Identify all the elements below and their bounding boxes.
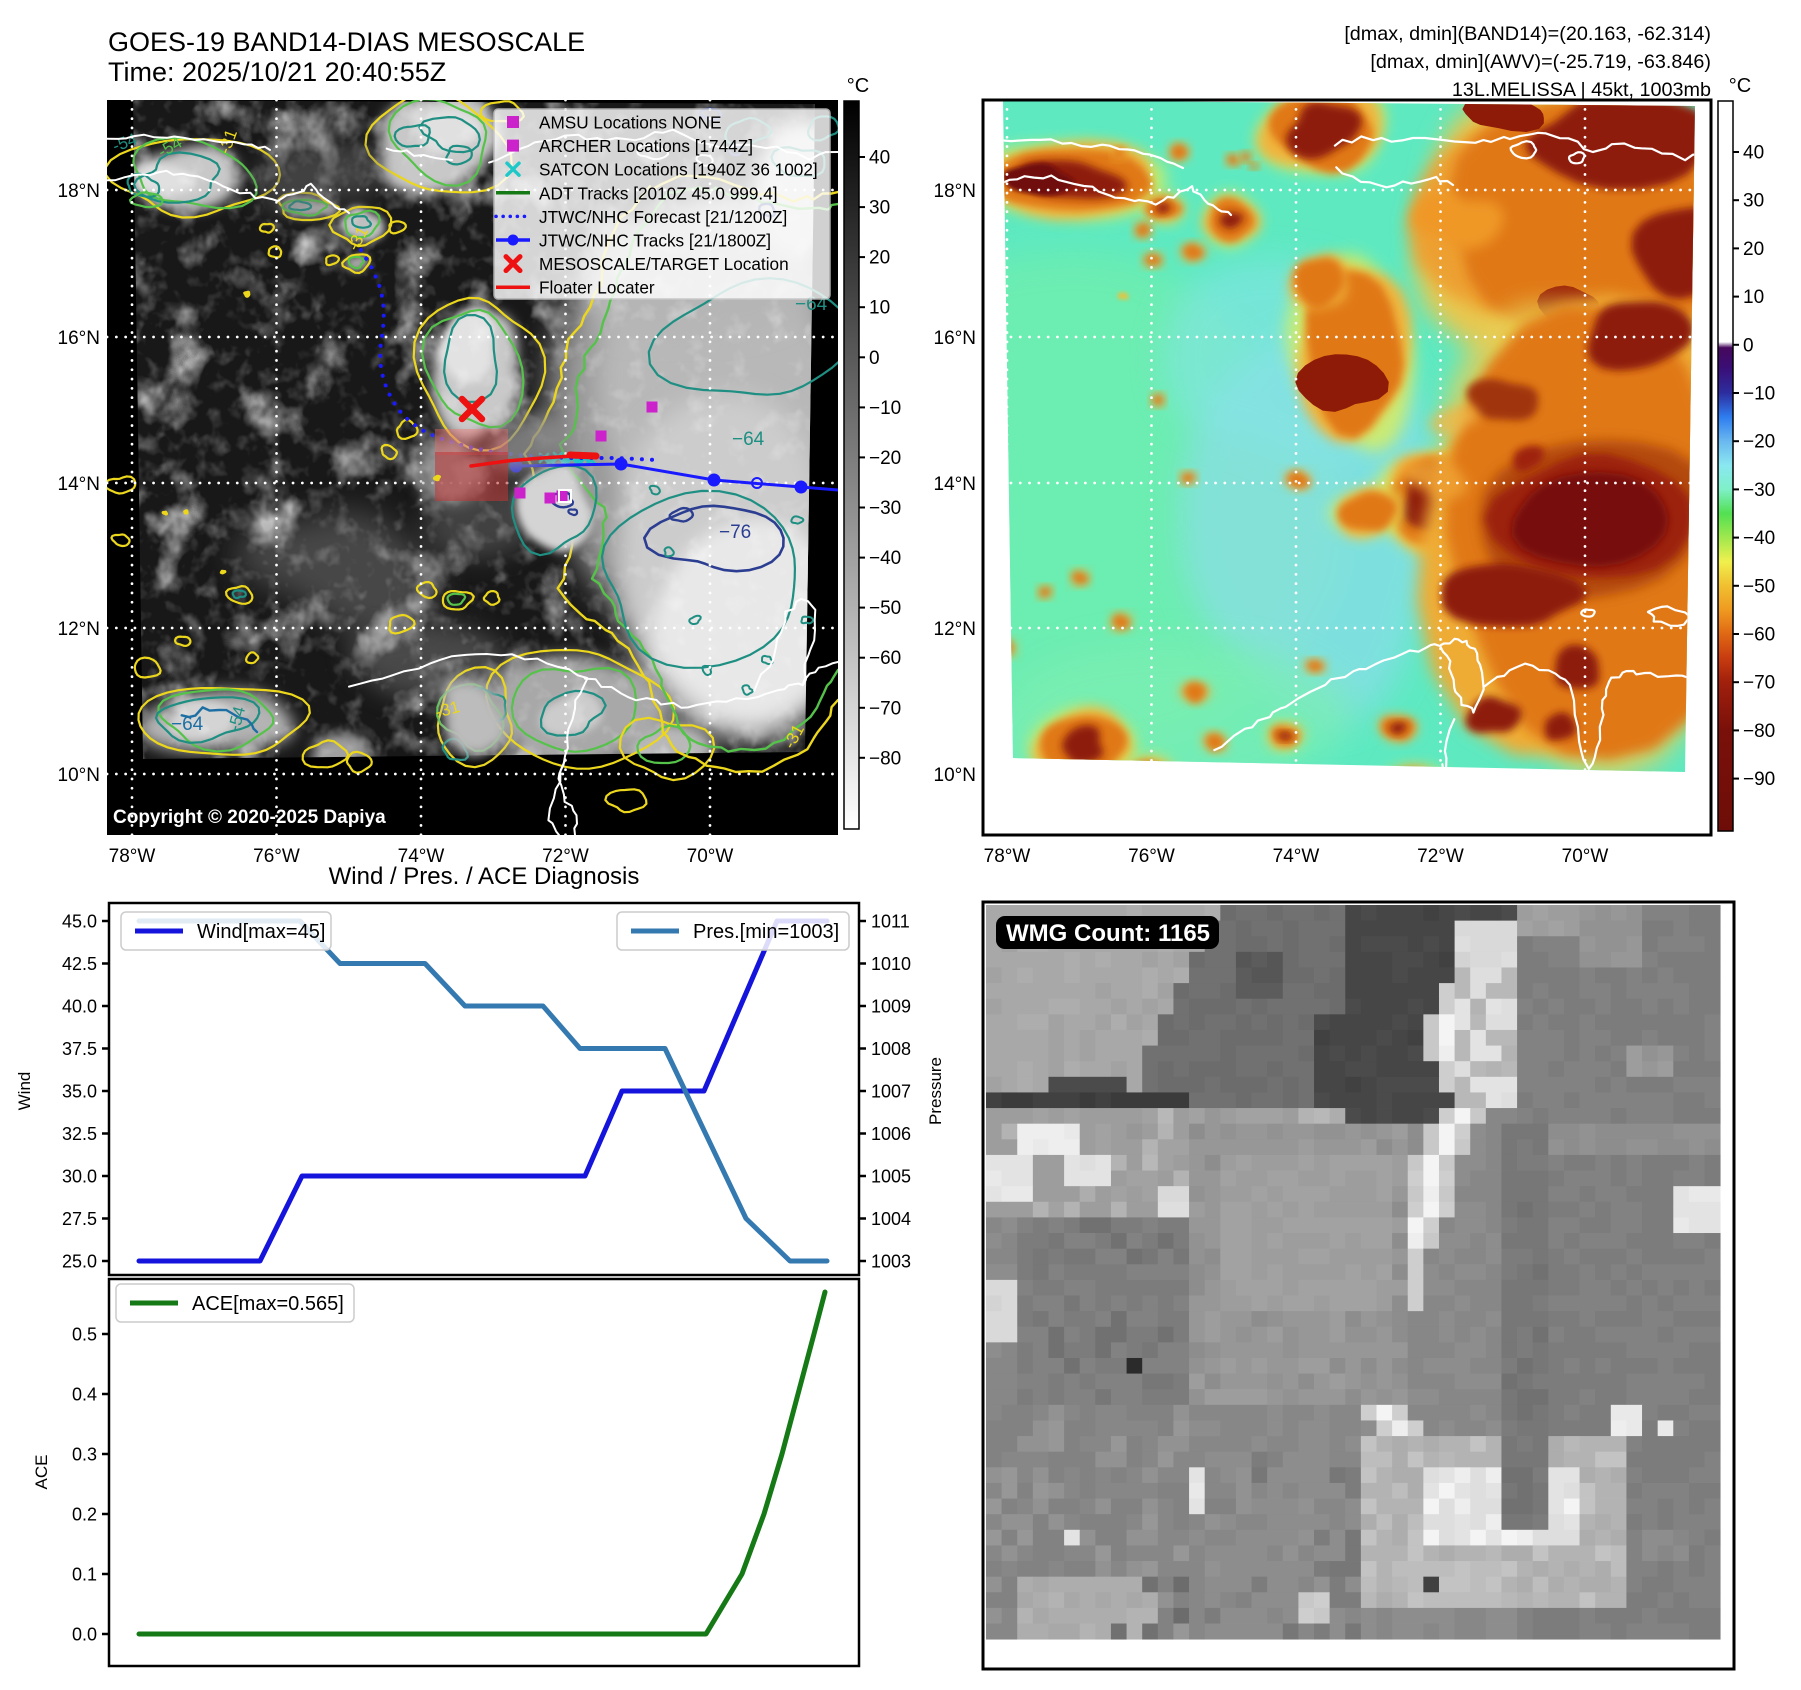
svg-text:10°N: 10°N	[934, 765, 976, 786]
svg-text:−80: −80	[869, 748, 901, 769]
svg-text:40.0: 40.0	[62, 997, 97, 1017]
svg-text:78°W: 78°W	[984, 846, 1031, 867]
svg-text:0: 0	[869, 348, 880, 369]
svg-text:−20: −20	[869, 448, 901, 469]
svg-text:ADT Tracks [2010Z 45.0 999.4]: ADT Tracks [2010Z 45.0 999.4]	[539, 183, 778, 203]
svg-text:1009: 1009	[871, 997, 911, 1017]
svg-text:1008: 1008	[871, 1039, 911, 1059]
svg-text:1007: 1007	[871, 1082, 911, 1102]
svg-text:32.5: 32.5	[62, 1124, 97, 1144]
svg-text:SATCON Locations [1940Z 36 100: SATCON Locations [1940Z 36 1002]	[539, 160, 818, 180]
svg-text:−76: −76	[719, 522, 751, 543]
svg-text:45.0: 45.0	[62, 912, 97, 932]
svg-text:−40: −40	[869, 548, 901, 569]
svg-text:0.2: 0.2	[72, 1505, 97, 1525]
svg-text:0.0: 0.0	[72, 1625, 97, 1645]
svg-text:−60: −60	[1743, 625, 1775, 646]
svg-text:−90: −90	[1743, 769, 1775, 790]
svg-text:18°N: 18°N	[934, 181, 976, 202]
svg-text:−64: −64	[171, 714, 204, 735]
svg-text:40: 40	[1743, 143, 1764, 164]
svg-text:WMG Count: 1165: WMG Count: 1165	[1006, 920, 1210, 947]
svg-text:°C: °C	[847, 75, 869, 97]
svg-text:40: 40	[869, 148, 890, 169]
svg-text:76°W: 76°W	[253, 846, 300, 867]
svg-text:JTWC/NHC Tracks [21/1800Z]: JTWC/NHC Tracks [21/1800Z]	[539, 231, 771, 251]
svg-text:°C: °C	[1729, 75, 1751, 97]
svg-text:20: 20	[1743, 239, 1764, 260]
svg-text:−80: −80	[1743, 721, 1775, 742]
svg-text:GOES-19 BAND14-DIAS MESOSCALE: GOES-19 BAND14-DIAS MESOSCALE	[108, 27, 585, 57]
svg-text:AMSU Locations NONE: AMSU Locations NONE	[539, 113, 721, 133]
svg-text:1005: 1005	[871, 1167, 911, 1187]
svg-text:ACE: ACE	[32, 1455, 51, 1490]
svg-text:ARCHER Locations [1744Z]: ARCHER Locations [1744Z]	[539, 136, 753, 156]
svg-text:0: 0	[1743, 335, 1754, 356]
svg-text:ACE[max=0.565]: ACE[max=0.565]	[192, 1293, 344, 1315]
svg-text:74°W: 74°W	[398, 846, 445, 867]
svg-text:Wind[max=45]: Wind[max=45]	[197, 921, 325, 943]
svg-text:1010: 1010	[871, 954, 911, 974]
svg-text:10°N: 10°N	[58, 765, 100, 786]
svg-text:30: 30	[1743, 191, 1764, 212]
svg-text:12°N: 12°N	[934, 619, 976, 640]
svg-text:−70: −70	[869, 698, 901, 719]
svg-text:MESOSCALE/TARGET Location: MESOSCALE/TARGET Location	[539, 254, 789, 274]
svg-text:78°W: 78°W	[109, 846, 156, 867]
svg-text:1003: 1003	[871, 1252, 911, 1272]
svg-text:30.0: 30.0	[62, 1167, 97, 1187]
svg-text:76°W: 76°W	[1128, 846, 1175, 867]
svg-text:−50: −50	[1743, 576, 1775, 597]
svg-text:72°W: 72°W	[1417, 846, 1464, 867]
svg-text:1004: 1004	[871, 1209, 911, 1229]
svg-text:−60: −60	[869, 648, 901, 669]
svg-text:16°N: 16°N	[934, 328, 976, 349]
svg-text:13L.MELISSA | 45kt, 1003mb: 13L.MELISSA | 45kt, 1003mb	[1452, 79, 1711, 101]
svg-text:−10: −10	[869, 398, 901, 419]
svg-text:72°W: 72°W	[542, 846, 589, 867]
svg-text:14°N: 14°N	[58, 474, 100, 495]
svg-text:70°W: 70°W	[687, 846, 734, 867]
svg-text:−30: −30	[1743, 480, 1775, 501]
svg-text:Pres.[min=1003]: Pres.[min=1003]	[693, 921, 839, 943]
svg-text:−10: −10	[1743, 384, 1775, 405]
svg-text:14°N: 14°N	[934, 474, 976, 495]
svg-text:−20: −20	[1743, 432, 1775, 453]
svg-text:Wind / Pres. / ACE Diagnosis: Wind / Pres. / ACE Diagnosis	[329, 863, 640, 890]
svg-text:Time: 2025/10/21 20:40:55Z: Time: 2025/10/21 20:40:55Z	[108, 57, 446, 87]
svg-text:[dmax, dmin](BAND14)=(20.163,: [dmax, dmin](BAND14)=(20.163, -62.314)	[1344, 23, 1711, 45]
svg-text:−30: −30	[869, 498, 901, 519]
svg-text:0.3: 0.3	[72, 1445, 97, 1465]
svg-text:Floater Locater: Floater Locater	[539, 278, 655, 298]
svg-text:−40: −40	[1743, 528, 1775, 549]
svg-text:35.0: 35.0	[62, 1082, 97, 1102]
svg-text:30: 30	[869, 198, 890, 219]
svg-text:1006: 1006	[871, 1124, 911, 1144]
svg-text:37.5: 37.5	[62, 1039, 97, 1059]
svg-text:27.5: 27.5	[62, 1209, 97, 1229]
svg-text:16°N: 16°N	[58, 328, 100, 349]
svg-text:Copyright © 2020-2025 Dapiya: Copyright © 2020-2025 Dapiya	[113, 807, 386, 828]
svg-text:−70: −70	[1743, 673, 1775, 694]
svg-text:0.1: 0.1	[72, 1565, 97, 1585]
svg-text:18°N: 18°N	[58, 181, 100, 202]
svg-text:70°W: 70°W	[1562, 846, 1609, 867]
svg-text:0.4: 0.4	[72, 1385, 97, 1405]
svg-text:1011: 1011	[871, 912, 910, 932]
svg-text:42.5: 42.5	[62, 954, 97, 974]
svg-text:[dmax, dmin](AWV)=(-25.719, -6: [dmax, dmin](AWV)=(-25.719, -63.846)	[1370, 51, 1711, 73]
svg-text:10: 10	[869, 298, 890, 319]
svg-text:25.0: 25.0	[62, 1252, 97, 1272]
svg-text:JTWC/NHC Forecast [21/1200Z]: JTWC/NHC Forecast [21/1200Z]	[539, 207, 787, 227]
svg-text:Wind: Wind	[15, 1072, 34, 1111]
svg-text:10: 10	[1743, 287, 1764, 308]
svg-text:12°N: 12°N	[58, 619, 100, 640]
svg-text:74°W: 74°W	[1273, 846, 1320, 867]
svg-text:−64: −64	[732, 429, 765, 450]
svg-text:20: 20	[869, 248, 890, 269]
svg-text:0.5: 0.5	[72, 1325, 97, 1345]
svg-text:Pressure: Pressure	[926, 1057, 945, 1125]
svg-text:−50: −50	[869, 598, 901, 619]
